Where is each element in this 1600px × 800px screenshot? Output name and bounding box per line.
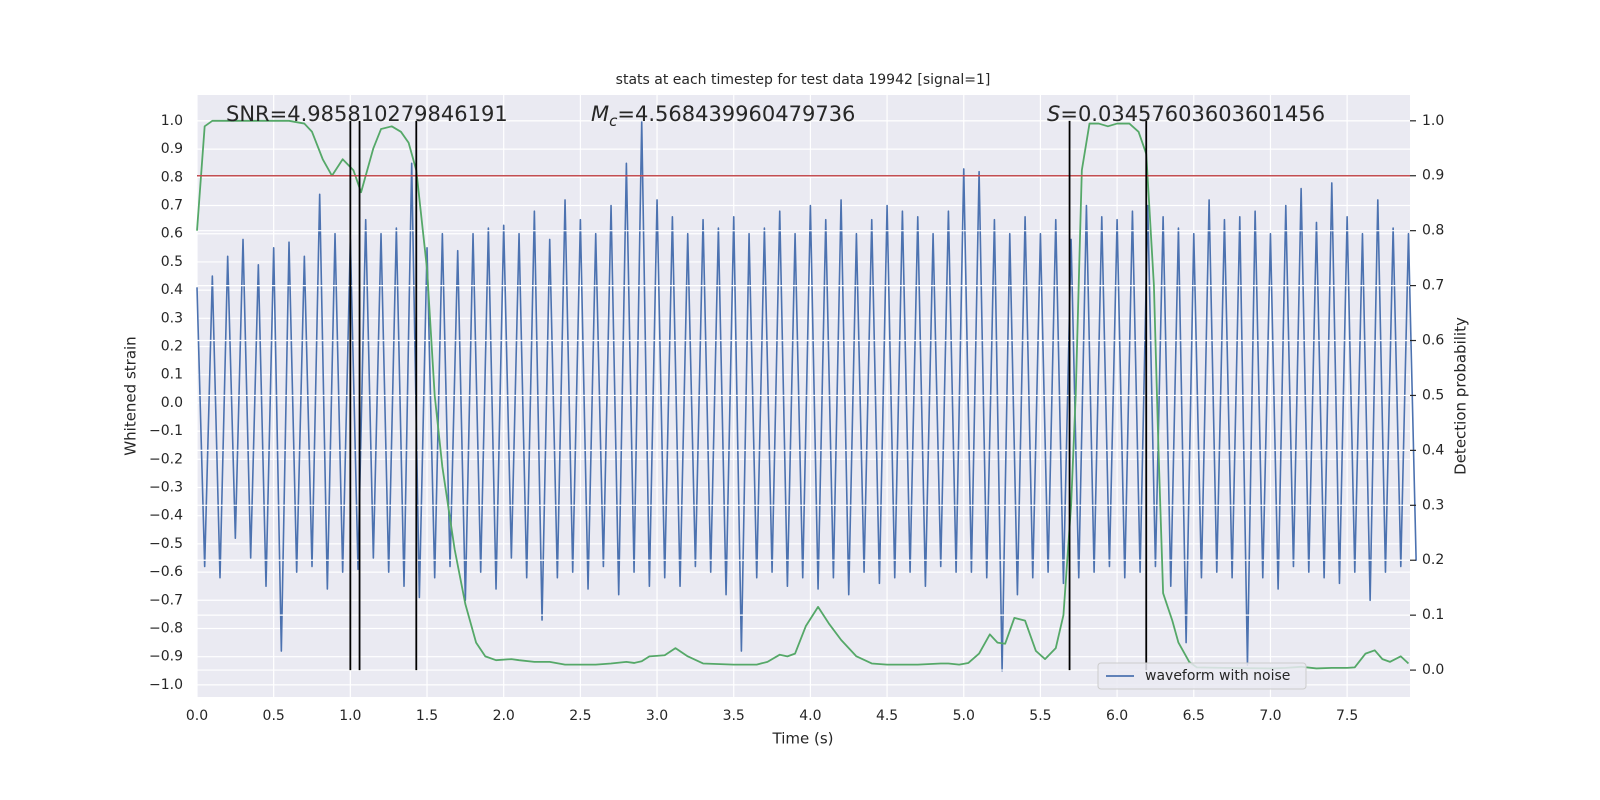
chart-title: stats at each timestep for test data 199… bbox=[616, 72, 991, 88]
legend-label: waveform with noise bbox=[1145, 668, 1290, 684]
y-tick-label: 0.3 bbox=[161, 310, 183, 326]
y2-tick-label: 0.8 bbox=[1422, 223, 1444, 239]
y-tick-label: 0.5 bbox=[161, 254, 183, 270]
x-tick-label: 0.5 bbox=[263, 708, 285, 724]
y2-tick-label: 0.7 bbox=[1422, 278, 1444, 294]
x-tick-label: 2.5 bbox=[569, 708, 591, 724]
y-tick-label: −0.5 bbox=[149, 536, 183, 552]
x-axis-label: Time (s) bbox=[772, 730, 834, 748]
annotation-symbol: M bbox=[591, 102, 609, 126]
y2-tick-label: 0.5 bbox=[1422, 387, 1444, 403]
legend-box bbox=[1097, 662, 1307, 690]
y-tick-label: 0.4 bbox=[161, 282, 183, 298]
x-tick-label: 5.0 bbox=[953, 708, 975, 724]
y-tick-label: 0.8 bbox=[161, 169, 183, 185]
y2-axis-label: Detection probability bbox=[1452, 317, 1470, 475]
annotation-subscript: c bbox=[609, 112, 618, 130]
annotation: S=0.03457603603601456 bbox=[1047, 102, 1325, 126]
annotation: SNR=4.985810279846191 bbox=[226, 102, 508, 126]
y2-tick-label: 0.0 bbox=[1422, 662, 1444, 678]
annotation-symbol: S bbox=[1047, 102, 1060, 126]
x-tick-label: 6.5 bbox=[1183, 708, 1205, 724]
y2-tick-label: 0.4 bbox=[1422, 442, 1444, 458]
y-tick-label: −0.9 bbox=[149, 649, 183, 665]
y-tick-label: −0.7 bbox=[149, 592, 183, 608]
x-tick-label: 7.5 bbox=[1336, 708, 1358, 724]
x-tick-label: 6.0 bbox=[1106, 708, 1128, 724]
y2-tick-label: 0.1 bbox=[1422, 607, 1444, 623]
y-tick-label: 1.0 bbox=[161, 113, 183, 129]
annotation: Mc=4.568439960479736 bbox=[591, 102, 855, 130]
x-tick-label: 1.5 bbox=[416, 708, 438, 724]
x-tick-label: 7.0 bbox=[1259, 708, 1281, 724]
annotation-text: SNR=4.985810279846191 bbox=[226, 102, 508, 126]
y2-tick-label: 0.2 bbox=[1422, 552, 1444, 568]
x-tick-label: 1.0 bbox=[339, 708, 361, 724]
y-axis-label: Whitened strain bbox=[122, 336, 140, 455]
y-tick-label: 0.1 bbox=[161, 367, 183, 383]
y-tick-label: 0.0 bbox=[161, 395, 183, 411]
y-tick-label: 0.9 bbox=[161, 141, 183, 157]
legend: waveform with noise bbox=[1097, 662, 1307, 690]
x-tick-label: 2.0 bbox=[493, 708, 515, 724]
y-tick-label: −0.1 bbox=[149, 423, 183, 439]
y2-tick-label: 0.9 bbox=[1422, 168, 1444, 184]
y2-tick-label: 0.3 bbox=[1422, 497, 1444, 513]
y2-tick-label: 1.0 bbox=[1422, 113, 1444, 129]
x-tick-label: 5.5 bbox=[1029, 708, 1051, 724]
y2-tick-label: 0.6 bbox=[1422, 333, 1444, 349]
y-tick-label: 0.2 bbox=[161, 339, 183, 355]
x-tick-label: 3.0 bbox=[646, 708, 668, 724]
y-tick-label: −0.4 bbox=[149, 508, 183, 524]
annotation-text: =0.03457603603601456 bbox=[1060, 102, 1325, 126]
y-tick-label: −1.0 bbox=[149, 677, 183, 693]
x-tick-label: 0.0 bbox=[186, 708, 208, 724]
series-line bbox=[196, 119, 1410, 670]
x-tick-label: 4.0 bbox=[799, 708, 821, 724]
y-tick-label: −0.8 bbox=[149, 620, 183, 636]
series-line bbox=[196, 120, 1417, 672]
y-tick-label: 0.7 bbox=[161, 198, 183, 214]
y-tick-label: 0.6 bbox=[161, 226, 183, 242]
x-tick-label: 4.5 bbox=[876, 708, 898, 724]
x-tick-label: 3.5 bbox=[723, 708, 745, 724]
y-tick-label: −0.3 bbox=[149, 479, 183, 495]
annotation-text: =4.568439960479736 bbox=[617, 102, 855, 126]
y-tick-label: −0.2 bbox=[149, 451, 183, 467]
y-tick-label: −0.6 bbox=[149, 564, 183, 580]
